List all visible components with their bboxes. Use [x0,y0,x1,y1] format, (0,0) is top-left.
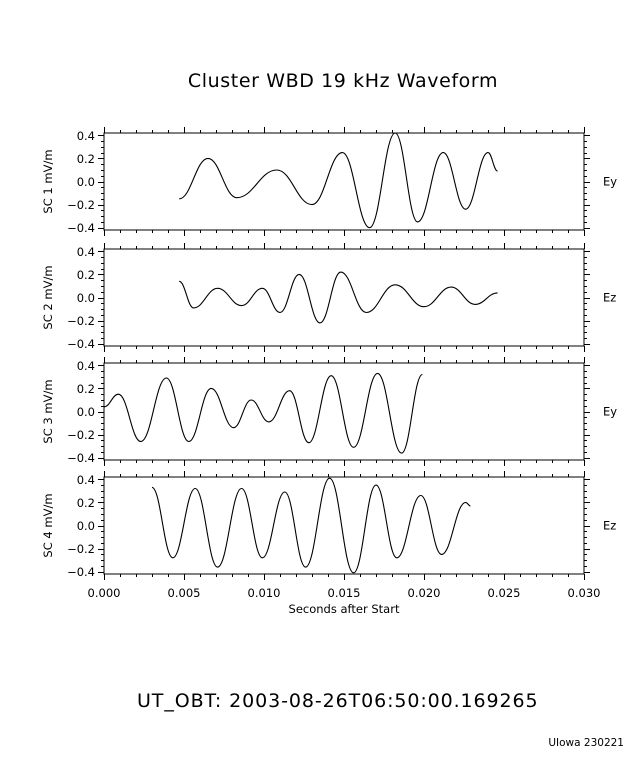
y-tick-label: 0.2 [77,496,95,510]
y-axis-label: SC 3 mV/m [41,379,55,443]
x-tick-label: 0.020 [408,586,441,600]
y-tick-label: 0.0 [77,291,95,305]
x-axis-tick-labels: 0.000 0.005 0.010 0.015 0.020 0.025 0.030 [88,586,601,600]
y-axis-label: SC 2 mV/m [41,265,55,329]
waveform-line [179,132,498,229]
y-tick-label: 0.4 [77,245,95,259]
x-tick-label: 0.025 [488,586,521,600]
waveform-line [103,372,423,454]
x-tick-label: 0.030 [568,586,601,600]
x-tick-label: 0.000 [88,586,121,600]
y-tick-label: 0.0 [77,405,95,419]
y-tick-label: 0.2 [77,268,95,282]
component-label: Ez [603,291,616,305]
panel-sc4: 0.4 0.2 0.0 −0.2 −0.4 SC 4 mV/m Ez [41,471,616,580]
y-axis-label: SC 1 mV/m [41,149,55,213]
waveform-line [151,477,471,574]
panel-sc2: 0.4 0.2 0.0 −0.2 −0.4 SC 2 mV/m Ez [41,243,616,352]
component-label: Ey [603,175,617,189]
y-tick-label: −0.4 [67,565,95,579]
y-tick-label: 0.4 [77,359,95,373]
y-tick-label: 0.2 [77,152,95,166]
panel-frame [103,248,585,347]
ut-obt-timestamp: UT_OBT: 2003-08-26T06:50:00.169265 [137,690,539,712]
y-tick-label: −0.2 [67,198,95,212]
y-tick-label: −0.4 [67,221,95,235]
y-tick-label: 0.2 [77,382,95,396]
panel-sc3: 0.4 0.2 0.0 −0.2 −0.4 SC 3 mV/m Ey [41,357,617,466]
component-label: Ey [603,405,617,419]
x-axis-label: Seconds after Start [289,602,400,616]
y-tick-label: −0.2 [67,314,95,328]
component-label: Ez [603,519,616,533]
y-tick-label: 0.4 [77,473,95,487]
y-tick-label: 0.0 [77,175,95,189]
y-tick-label: −0.2 [67,542,95,556]
waveform-line [178,271,498,324]
footer-credit: UIowa 230221 [548,737,624,749]
y-axis-label: SC 4 mV/m [41,493,55,557]
y-tick-label: −0.4 [67,451,95,465]
x-tick-label: 0.010 [248,586,281,600]
figure-title: Cluster WBD 19 kHz Waveform [187,70,499,92]
x-tick-label: 0.015 [328,586,361,600]
y-tick-label: 0.0 [77,519,95,533]
panel-frame [103,362,585,461]
y-tick-label: −0.4 [67,337,95,351]
y-tick-label: 0.4 [77,129,95,143]
panel-frame [103,132,585,231]
panel-sc1: 0.4 0.2 0.0 −0.2 −0.4 SC 1 mV/m Ey [41,127,617,236]
y-tick-label: −0.2 [67,428,95,442]
panel-frame [103,476,585,575]
x-tick-label: 0.005 [168,586,201,600]
